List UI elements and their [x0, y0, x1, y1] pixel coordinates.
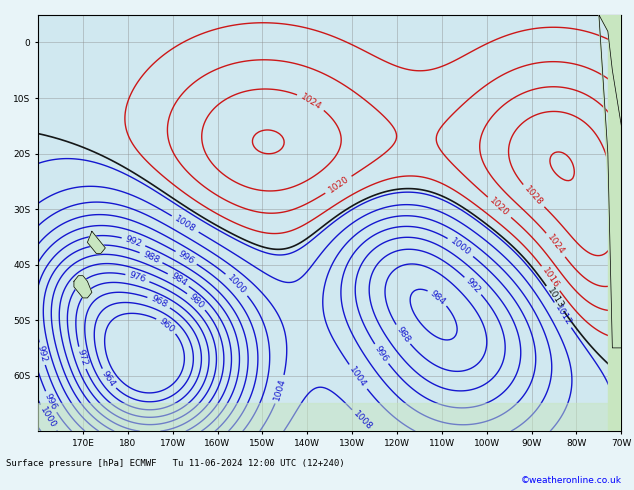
- Polygon shape: [74, 276, 92, 298]
- Text: 1004: 1004: [273, 377, 288, 402]
- Text: 1024: 1024: [545, 233, 566, 257]
- Text: Surface pressure [hPa] ECMWF   Tu 11-06-2024 12:00 UTC (12+240): Surface pressure [hPa] ECMWF Tu 11-06-20…: [6, 459, 345, 467]
- Text: 1020: 1020: [488, 196, 511, 219]
- Text: 992: 992: [36, 344, 48, 363]
- Text: 976: 976: [128, 271, 147, 285]
- Text: 1004: 1004: [348, 365, 368, 389]
- Text: 996: 996: [43, 392, 58, 412]
- Polygon shape: [38, 403, 621, 431]
- Text: 1016: 1016: [540, 267, 561, 291]
- Text: 968: 968: [149, 294, 169, 310]
- Text: ©weatheronline.co.uk: ©weatheronline.co.uk: [521, 476, 621, 485]
- Text: 1028: 1028: [522, 184, 545, 207]
- Text: 988: 988: [394, 325, 411, 344]
- Text: 964: 964: [100, 369, 117, 389]
- Text: 1008: 1008: [352, 409, 374, 432]
- Polygon shape: [87, 231, 105, 253]
- Text: 972: 972: [75, 348, 89, 368]
- Text: 984: 984: [169, 271, 188, 288]
- Text: 996: 996: [373, 344, 390, 364]
- Text: 1024: 1024: [299, 92, 323, 111]
- Text: 996: 996: [177, 249, 196, 266]
- Text: 960: 960: [157, 317, 176, 334]
- Text: 992: 992: [464, 276, 482, 295]
- Text: 1020: 1020: [327, 174, 351, 195]
- Text: 992: 992: [124, 234, 143, 248]
- Text: 1000: 1000: [226, 273, 248, 296]
- Text: 1000: 1000: [449, 237, 472, 258]
- Polygon shape: [599, 15, 621, 431]
- Text: 1012: 1012: [553, 303, 573, 327]
- Text: 1008: 1008: [173, 214, 197, 234]
- Polygon shape: [608, 15, 621, 431]
- Text: 1000: 1000: [38, 406, 58, 430]
- Text: 980: 980: [187, 292, 206, 311]
- Text: 1013: 1013: [545, 287, 565, 311]
- Text: 984: 984: [429, 289, 448, 306]
- Text: 988: 988: [141, 250, 161, 265]
